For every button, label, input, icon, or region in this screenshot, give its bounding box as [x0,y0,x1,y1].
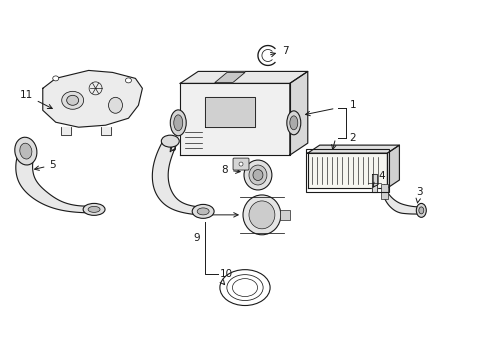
Text: 2: 2 [349,133,355,143]
Ellipse shape [243,195,280,235]
Polygon shape [180,71,307,84]
Ellipse shape [248,165,266,185]
Ellipse shape [170,110,186,136]
Text: 4: 4 [372,171,384,187]
Ellipse shape [289,116,297,130]
Polygon shape [289,71,307,155]
Ellipse shape [15,137,37,165]
Polygon shape [101,127,110,135]
Ellipse shape [66,95,79,105]
Ellipse shape [83,203,105,215]
Ellipse shape [125,78,131,83]
Ellipse shape [173,115,183,131]
Ellipse shape [192,204,214,219]
FancyBboxPatch shape [233,158,248,170]
Polygon shape [205,97,254,127]
Ellipse shape [415,203,426,217]
Bar [381,184,387,199]
Text: 3: 3 [415,187,422,203]
Ellipse shape [88,206,100,212]
Polygon shape [180,84,289,155]
Polygon shape [152,140,208,215]
Polygon shape [386,145,399,188]
Ellipse shape [252,170,263,180]
Text: 7: 7 [270,45,288,57]
Ellipse shape [108,97,122,113]
Polygon shape [215,72,244,82]
Ellipse shape [53,76,59,81]
Ellipse shape [161,135,179,147]
Polygon shape [16,150,95,213]
Ellipse shape [286,111,300,135]
Polygon shape [42,71,142,127]
Polygon shape [307,153,386,188]
Text: 5: 5 [35,160,56,170]
Polygon shape [384,185,421,214]
Text: 9: 9 [193,233,200,243]
Ellipse shape [244,160,271,190]
Polygon shape [371,174,377,192]
Text: 10: 10 [220,269,233,279]
Polygon shape [307,145,399,153]
Bar [305,149,388,192]
Polygon shape [61,127,71,135]
Ellipse shape [61,91,83,109]
Text: 1: 1 [349,100,355,110]
Text: 6: 6 [169,143,175,153]
Ellipse shape [248,201,274,229]
Ellipse shape [239,162,243,166]
Ellipse shape [197,208,209,215]
Text: 8: 8 [221,165,240,175]
Ellipse shape [20,143,32,159]
Ellipse shape [418,207,423,214]
Text: 11: 11 [20,90,52,108]
Bar [279,210,289,220]
